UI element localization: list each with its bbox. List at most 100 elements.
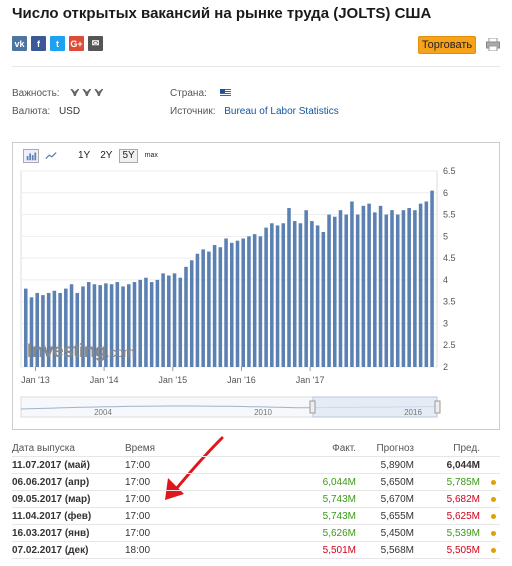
bar[interactable]: [224, 238, 228, 367]
bar[interactable]: [390, 210, 394, 367]
bar[interactable]: [344, 214, 348, 367]
bar[interactable]: [424, 201, 429, 367]
bar[interactable]: [327, 214, 331, 367]
bar[interactable]: [189, 260, 194, 367]
bar[interactable]: [75, 292, 80, 367]
bar[interactable]: [270, 223, 274, 367]
col-forecast[interactable]: Прогноз: [376, 443, 414, 454]
bar[interactable]: [149, 282, 154, 367]
y-tick-label: 3: [443, 318, 448, 328]
bar[interactable]: [287, 208, 291, 367]
bar[interactable]: [247, 236, 251, 367]
range-1y-button[interactable]: 1Y: [78, 150, 91, 161]
bar[interactable]: [195, 253, 200, 367]
bar[interactable]: [41, 295, 45, 367]
bar[interactable]: [58, 292, 62, 367]
col-time[interactable]: Время: [125, 443, 156, 454]
bar[interactable]: [373, 212, 377, 367]
bar[interactable]: [235, 240, 240, 367]
bar[interactable]: [86, 282, 91, 367]
bar[interactable]: [98, 285, 102, 367]
bar[interactable]: [264, 227, 268, 367]
bar[interactable]: [407, 208, 411, 367]
bar[interactable]: [361, 205, 366, 367]
chart-container: 1Y 2Y 5Y max 2 2.5 3 3.5 4 4.5 5 5.5 6 6.5 Jan '1…: [12, 142, 500, 430]
row-date: 09.05.2017 (мар): [12, 494, 91, 505]
bar[interactable]: [350, 201, 354, 367]
bull-icon: [82, 89, 92, 96]
bar[interactable]: [401, 210, 406, 367]
bar[interactable]: [161, 273, 165, 367]
range-5y-button[interactable]: 5Y: [119, 149, 138, 163]
twitter-icon[interactable]: t: [50, 36, 65, 51]
bar[interactable]: [201, 249, 205, 367]
bar[interactable]: [241, 238, 245, 367]
bar[interactable]: [115, 282, 120, 367]
bar[interactable]: [52, 290, 57, 367]
bar[interactable]: [64, 288, 68, 367]
bar[interactable]: [24, 288, 28, 367]
bar[interactable]: [178, 277, 183, 367]
print-icon[interactable]: [486, 38, 500, 51]
range-2y-button[interactable]: 2Y: [100, 150, 113, 161]
bar[interactable]: [258, 236, 263, 367]
facebook-icon[interactable]: f: [31, 36, 46, 51]
bar[interactable]: [338, 210, 343, 367]
bar[interactable]: [310, 221, 314, 367]
bar[interactable]: [184, 266, 188, 367]
bar[interactable]: [207, 251, 211, 367]
google-plus-icon[interactable]: G+: [69, 36, 84, 51]
navigator-handle-left[interactable]: [309, 400, 316, 414]
bar[interactable]: [155, 279, 160, 367]
col-date[interactable]: Дата выпуска: [12, 443, 75, 454]
trade-button[interactable]: Торговать: [418, 36, 476, 54]
col-previous[interactable]: Пред.: [453, 443, 480, 454]
bar[interactable]: [212, 245, 217, 367]
bar[interactable]: [218, 247, 223, 367]
bar[interactable]: [132, 282, 137, 367]
navigator-handle-right[interactable]: [434, 400, 441, 414]
bar-chart-icon[interactable]: [23, 149, 39, 163]
bar[interactable]: [69, 284, 74, 367]
vk-icon[interactable]: vk: [12, 36, 27, 51]
row-time: 17:00: [125, 494, 151, 505]
bar[interactable]: [413, 210, 417, 367]
line-chart-icon[interactable]: [43, 149, 59, 163]
source-link[interactable]: Bureau of Labor Statistics: [224, 106, 339, 117]
bar[interactable]: [144, 277, 148, 367]
bar[interactable]: [281, 223, 286, 367]
bar[interactable]: [418, 203, 423, 367]
bar[interactable]: [321, 231, 326, 367]
bar[interactable]: [109, 284, 114, 367]
bar[interactable]: [395, 214, 400, 367]
bar[interactable]: [333, 216, 337, 367]
bar[interactable]: [355, 214, 360, 367]
row-time: 17:00: [125, 460, 151, 471]
bar[interactable]: [367, 203, 371, 367]
bar[interactable]: [138, 279, 142, 367]
bar[interactable]: [298, 223, 303, 367]
bar[interactable]: [252, 234, 257, 367]
bar[interactable]: [29, 297, 34, 367]
email-icon[interactable]: ✉: [88, 36, 103, 51]
bar[interactable]: [127, 284, 131, 367]
bar[interactable]: [378, 205, 383, 367]
bar[interactable]: [304, 210, 308, 367]
bar[interactable]: [35, 292, 39, 367]
bar[interactable]: [104, 283, 108, 367]
col-actual[interactable]: Факт.: [332, 443, 356, 454]
bar[interactable]: [292, 221, 297, 367]
bar[interactable]: [167, 275, 171, 367]
bar[interactable]: [121, 286, 125, 367]
bar[interactable]: [384, 214, 389, 367]
row-forecast: 5,655M: [380, 511, 414, 522]
bar[interactable]: [46, 292, 51, 367]
bar[interactable]: [430, 190, 434, 367]
bar[interactable]: [92, 284, 97, 367]
bar[interactable]: [315, 225, 320, 367]
bar[interactable]: [172, 273, 177, 367]
range-max-button[interactable]: max: [144, 152, 158, 159]
bar[interactable]: [230, 242, 234, 367]
bar[interactable]: [275, 225, 280, 367]
bar[interactable]: [81, 286, 85, 367]
